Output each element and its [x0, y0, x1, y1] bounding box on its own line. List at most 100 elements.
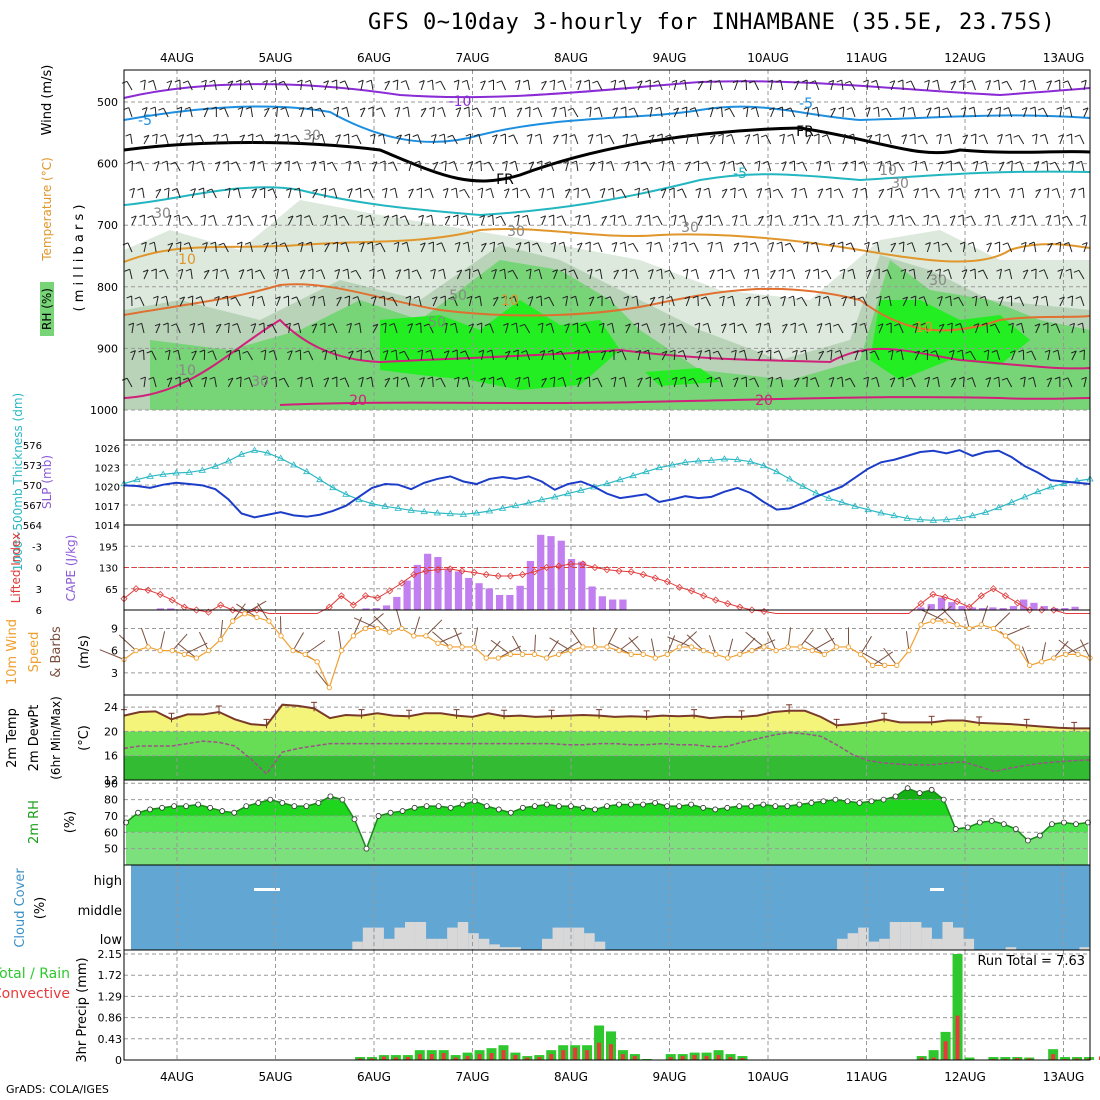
wind-barb [932, 605, 952, 622]
wind-barb [746, 241, 748, 253]
wind-barb-flag [683, 133, 689, 137]
wind-barb [252, 161, 256, 172]
wind-barb-flag [440, 160, 447, 164]
wind-barb-flag [557, 80, 563, 83]
wind-barb-flag [941, 242, 947, 246]
wind-barb-flag [544, 296, 550, 300]
rh-point [243, 803, 250, 810]
rh-point [279, 799, 286, 806]
wind-barb [746, 107, 749, 118]
cape-bar [978, 608, 987, 610]
wind-speed-point [1026, 662, 1033, 669]
wind-barb [901, 215, 904, 226]
wind-barb-flag [290, 134, 296, 138]
wind-barb [456, 269, 463, 280]
li-point [132, 585, 140, 593]
wind-barb-flag [367, 241, 373, 245]
wind-barb [633, 107, 639, 118]
wind-barb-flag [1032, 295, 1039, 299]
wind-barb-flag [369, 268, 375, 272]
li-point [953, 597, 961, 606]
wind-barb [769, 187, 772, 199]
wind-barb [408, 161, 413, 172]
wind-barb [140, 627, 149, 648]
wind-barb [755, 107, 760, 118]
wind-barb [248, 80, 253, 91]
wind-barb-flag [889, 377, 896, 381]
wind-barb [467, 242, 470, 253]
wind-barb-flag [958, 376, 965, 380]
wind-barb-flag [359, 242, 365, 246]
wind-barb-flag [151, 268, 157, 272]
wind-barb [986, 322, 989, 334]
wind-barb [1042, 107, 1049, 118]
wind-speed-point [688, 644, 695, 650]
rh-point [844, 798, 851, 805]
wind-barb-flag [1055, 241, 1061, 245]
wind-barb [551, 188, 555, 199]
wind-barb [384, 80, 391, 91]
precip-tick-label: 1.72 [98, 969, 123, 982]
wind-barb [802, 161, 808, 172]
wind-barb-flag [320, 187, 327, 191]
wind-barb [297, 323, 302, 334]
wind-barb-flag [381, 187, 388, 191]
wind-barb-flag [985, 79, 991, 83]
wind-barb-flag [275, 296, 281, 300]
rh-band [126, 815, 1088, 833]
wind-barb [285, 107, 290, 118]
wind-barb [794, 350, 798, 361]
wind-barb [913, 269, 916, 280]
wind-barb [876, 242, 880, 253]
wind-barb [167, 377, 173, 388]
rh-axis-title: RH (%) [40, 288, 54, 330]
wind-speed-point [543, 655, 550, 661]
wind-barb-flag [556, 215, 563, 219]
wind-barb [920, 605, 931, 625]
wind-barb [996, 350, 1001, 361]
wind-barb-flag [816, 323, 823, 326]
wind-barb [553, 269, 558, 280]
wind-barb [190, 269, 193, 280]
wind-unit-title: (m/s) [77, 635, 92, 669]
wind-barb [432, 161, 439, 172]
rh-point [904, 785, 911, 792]
wind-barb-flag [390, 349, 397, 353]
wind-barb [949, 296, 952, 307]
wind-barb [685, 134, 690, 145]
low-cloud-bar [499, 947, 511, 950]
wind-barb-flag [902, 296, 908, 300]
precip-convective-bar [441, 1053, 446, 1060]
wind-barb [999, 134, 1003, 145]
wind-barb-flag [291, 296, 297, 300]
wind-barb [381, 269, 386, 280]
wind-speed-point [302, 651, 308, 657]
wind-barb-flag [899, 106, 905, 110]
wind-speed-point [954, 622, 960, 628]
wind-barb-flag [851, 322, 857, 326]
wind-barb [370, 377, 374, 388]
wind-barb [525, 350, 531, 361]
wind-barb-flag [585, 241, 591, 245]
wind-barb [561, 215, 567, 226]
wind-barb [288, 160, 290, 172]
wind-barb [493, 296, 499, 307]
wind-barb-flag [538, 187, 544, 191]
wind-barb-flag [1027, 79, 1034, 83]
wind-barb-flag [130, 350, 136, 354]
wind-barb-flag [151, 133, 158, 137]
wind-barb [1071, 350, 1077, 361]
wind-barb [609, 296, 615, 307]
wind-barb-flag [716, 106, 722, 110]
rh-point [796, 801, 803, 808]
low-cloud-bar [963, 938, 975, 950]
wind-barb [987, 242, 992, 253]
wind-barb [611, 323, 615, 334]
wind-barb [369, 215, 374, 226]
wind-barb-flag [595, 133, 602, 137]
wind-barb [273, 350, 278, 361]
precip-total-bar [737, 1056, 748, 1060]
wind-barb-flag [317, 295, 324, 299]
wind-barb-flag [803, 241, 809, 245]
wind-barb [987, 377, 992, 388]
